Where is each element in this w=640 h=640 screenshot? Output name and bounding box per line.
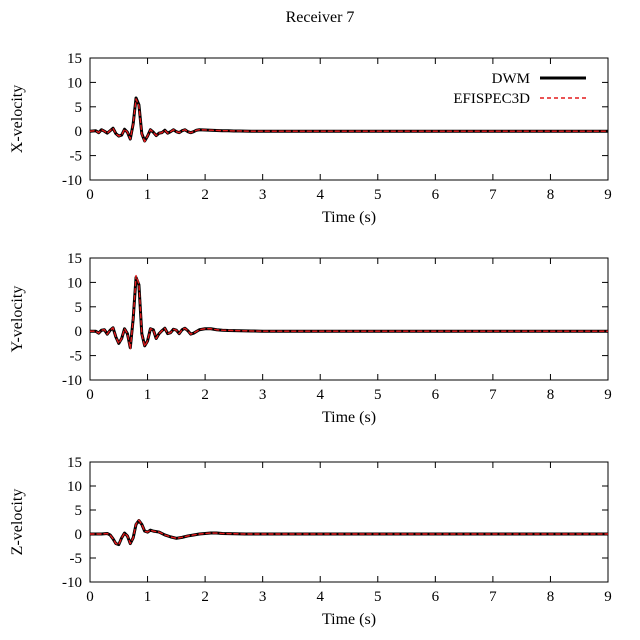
series-line-dwm (90, 276, 608, 350)
series-line-efispec3d (90, 98, 608, 143)
y-tick-label: 10 (67, 479, 82, 495)
legend-label: DWM (492, 71, 530, 87)
legend-label: EFISPEC3D (453, 91, 530, 107)
x-tick-label: 7 (489, 589, 497, 605)
x-tick-label: 6 (432, 187, 440, 203)
legend: DWM EFISPEC3D (453, 71, 586, 107)
y-tick-label: 5 (75, 100, 83, 116)
x-tick-label: 5 (374, 187, 382, 203)
x-tick-label: 0 (86, 187, 94, 203)
y-tick-label: 10 (67, 275, 82, 291)
x-tick-label: 2 (201, 589, 209, 605)
x-tick-label: 4 (316, 187, 324, 203)
series-line-efispec3d (90, 274, 608, 350)
x-tick-label: 2 (201, 187, 209, 203)
y-tick-label: 15 (67, 251, 82, 267)
x-tick-label: 1 (144, 187, 152, 203)
x-tick-label: 7 (489, 387, 497, 403)
plot-frame (89, 461, 609, 583)
x-tick-label: 2 (201, 387, 209, 403)
y-tick-label: 0 (75, 527, 83, 543)
x-tick-label: 9 (604, 589, 612, 605)
x-tick-label: 9 (604, 187, 612, 203)
y-tick-label: 5 (75, 503, 83, 519)
panel-3: 0 1 2 3 4 5 6 7 8 9 -10 -5 0 5 10 15 Time (s) Z-velocity (9, 455, 612, 628)
x-tick-label: 4 (316, 589, 324, 605)
y-tick-label: 5 (75, 300, 83, 316)
y-axis-label: Z-velocity (9, 489, 26, 556)
y-tick-label: -10 (62, 173, 82, 189)
plot-frame (89, 57, 609, 181)
x-tick-label: 1 (144, 589, 152, 605)
y-tick-label: -5 (70, 551, 83, 567)
y-axis-label: X-velocity (9, 85, 26, 153)
y-tick-label: -5 (70, 349, 83, 365)
x-tick-label: 3 (259, 589, 267, 605)
panel-2: 0 1 2 3 4 5 6 7 8 9 -10 -5 0 5 10 15 Time (s) Y-velocity (9, 251, 612, 426)
x-tick-label: 6 (432, 589, 440, 605)
y-tick-label: -5 (70, 149, 83, 165)
y-tick-label: -10 (62, 373, 82, 389)
y-axis-label: Y-velocity (9, 286, 26, 353)
x-tick-label: 1 (144, 387, 152, 403)
y-tick-label: 15 (67, 455, 82, 471)
x-axis-label: Time (s) (322, 409, 376, 426)
x-tick-label: 3 (259, 387, 267, 403)
x-tick-label: 0 (86, 589, 94, 605)
x-tick-label: 4 (316, 387, 324, 403)
x-tick-label: 5 (374, 387, 382, 403)
x-tick-label: 6 (432, 387, 440, 403)
x-axis-label: Time (s) (322, 611, 376, 628)
y-tick-label: 0 (75, 124, 83, 140)
x-tick-label: 8 (547, 387, 555, 403)
x-axis-label: Time (s) (322, 209, 376, 226)
series-line-dwm (90, 96, 608, 143)
x-tick-label: 9 (604, 387, 612, 403)
y-tick-label: -10 (62, 575, 82, 591)
x-tick-label: 5 (374, 589, 382, 605)
x-tick-label: 7 (489, 187, 497, 203)
series-line-efispec3d (90, 519, 608, 546)
y-tick-label: 10 (67, 75, 82, 91)
x-tick-label: 3 (259, 187, 267, 203)
y-tick-label: 0 (75, 324, 83, 340)
plot-frame (89, 257, 609, 381)
x-tick-label: 8 (547, 187, 555, 203)
series-line-dwm (90, 519, 608, 547)
figure-title: Receiver 7 (286, 9, 355, 26)
y-tick-label: 15 (67, 51, 82, 67)
x-tick-label: 8 (547, 589, 555, 605)
x-tick-label: 0 (86, 387, 94, 403)
panel-1: 0 1 2 3 4 5 6 7 8 9 -10 -5 0 5 10 15 Time (s) X-velocity D… (9, 51, 612, 226)
